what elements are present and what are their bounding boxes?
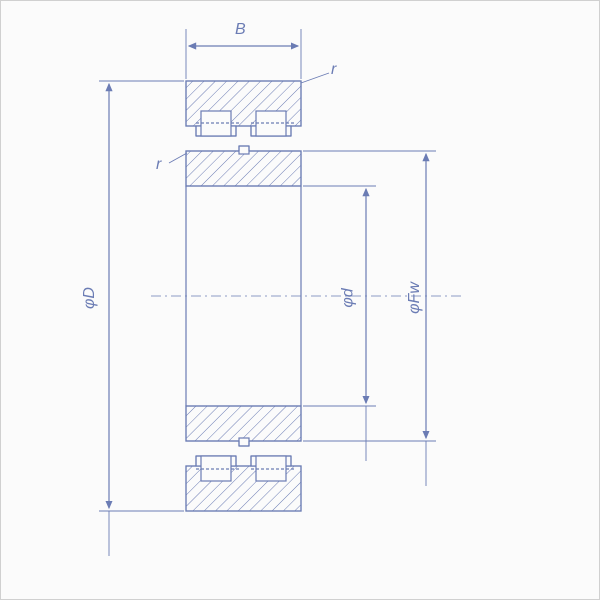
label-outer-diameter: φD xyxy=(81,287,99,309)
label-width-B: B xyxy=(235,21,246,39)
label-roller-diameter: φFw xyxy=(406,282,424,314)
label-fillet-r-top: r xyxy=(331,61,336,79)
label-fillet-r-side: r xyxy=(156,156,161,174)
diagram-frame: B φD φd φFw r r xyxy=(0,0,600,600)
label-inner-diameter: φd xyxy=(340,288,358,307)
